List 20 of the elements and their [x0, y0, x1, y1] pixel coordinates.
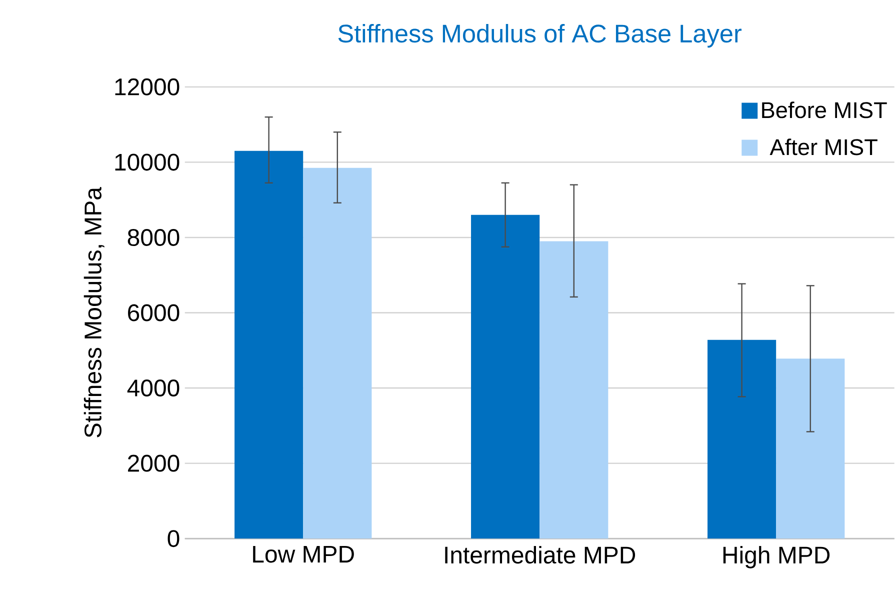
y-axis-title: Stiffness Modulus, MPa: [84, 187, 104, 438]
bar: [776, 358, 845, 539]
y-tick-label: 12000: [115, 78, 180, 96]
bar: [471, 215, 540, 539]
bar: [234, 151, 304, 539]
y-tick-label: 6000: [128, 304, 180, 322]
legend-label: After MIST: [770, 138, 878, 156]
y-tick-label: 2000: [128, 455, 180, 472]
bar: [708, 340, 776, 539]
y-tick-label: 4000: [127, 380, 180, 397]
y-tick-label: 10000: [115, 154, 180, 171]
chart-title: Stiffness Modulus of AC Base Layer: [338, 24, 742, 48]
bar: [303, 168, 372, 539]
legend-label: Before MIST: [762, 102, 887, 118]
x-tick-label: Intermediate MPD: [445, 546, 636, 564]
x-tick-label: Low MPD: [253, 546, 354, 563]
bar: [540, 241, 608, 539]
y-tick-label: 0: [168, 530, 180, 548]
y-tick-label: 8000: [128, 229, 180, 246]
x-tick-label: High MPD: [723, 546, 830, 569]
